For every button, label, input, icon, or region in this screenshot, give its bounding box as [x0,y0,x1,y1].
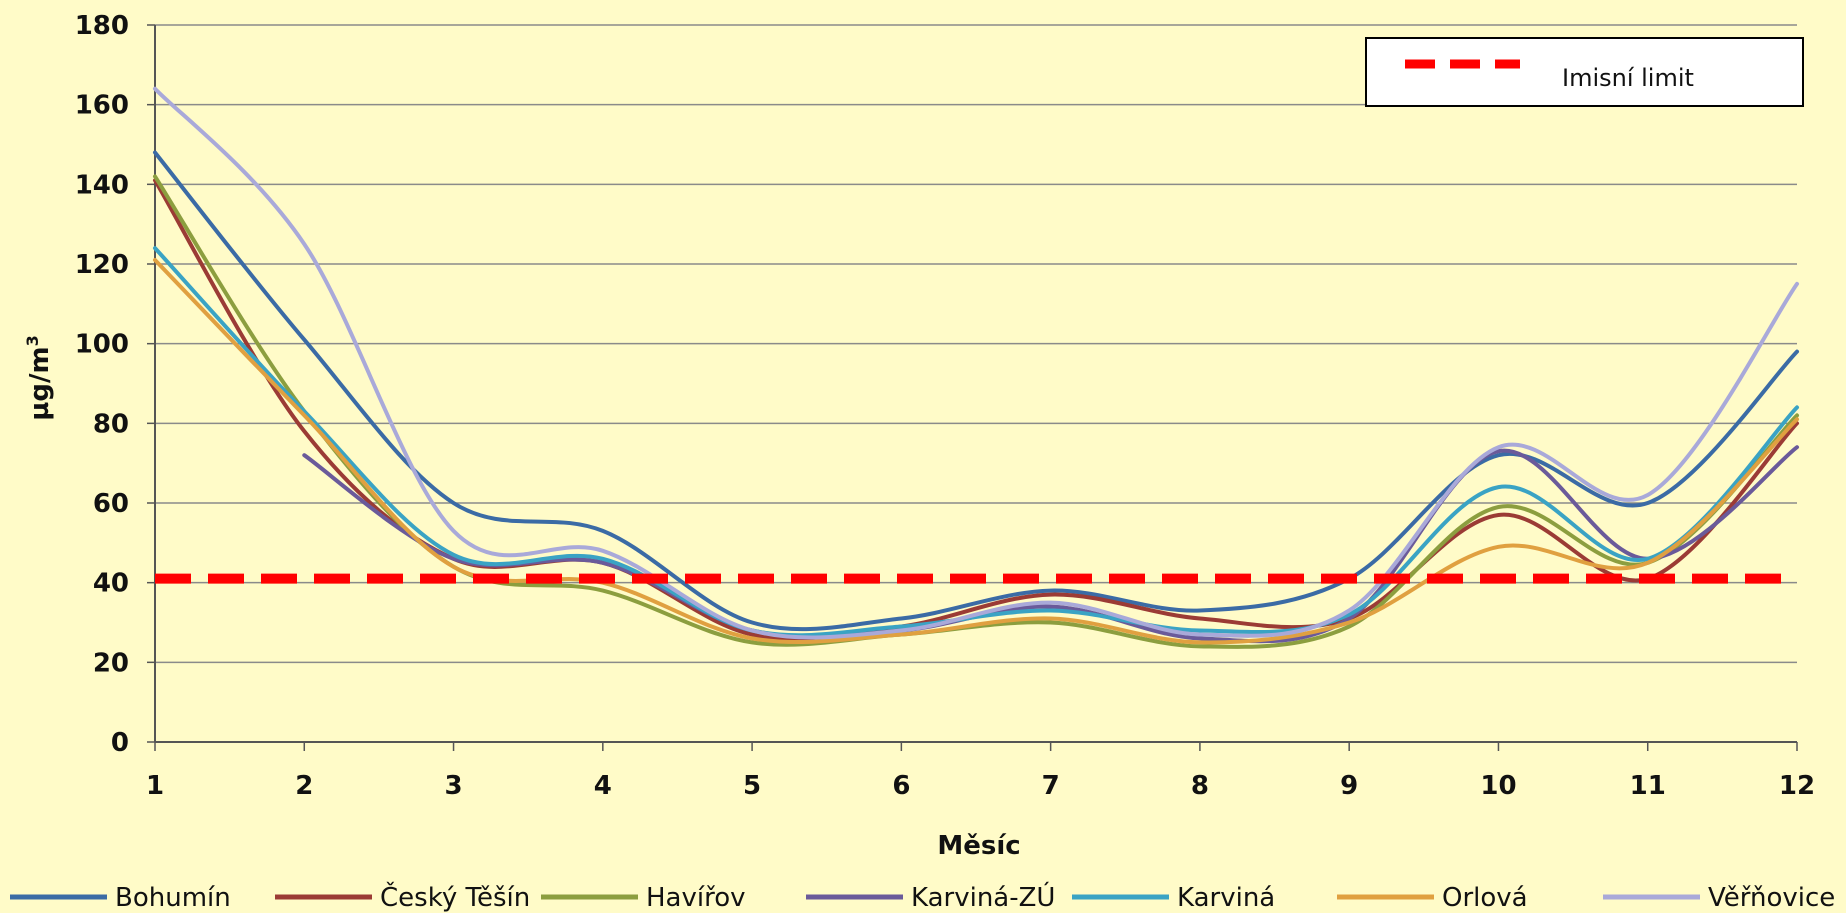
series-legend: Bohumín Český Těšín Havířov Karviná-ZÚ Karvi… [10,881,1835,913]
y-tick-label: 80 [93,409,129,439]
y-tick-label: 20 [93,648,129,678]
y-tick-label: 100 [75,330,129,360]
y-tick-label: 60 [93,489,129,519]
legend-label-orlova: Orlová [1442,883,1528,913]
y-axis-title-sup: 3 [23,335,42,346]
legend-label-vernovice: Věřňovice [1708,883,1835,913]
series-line-vernovice [153,86,1799,640]
series-line-orlova [153,258,1799,645]
series-lines [153,86,1799,649]
x-tick-label: 4 [594,771,612,801]
x-tick-label: 2 [295,771,313,801]
y-tick-label: 0 [111,728,129,758]
x-tick-label: 7 [1042,771,1060,801]
legend-label-cesky-tesin: Český Těšín [380,881,530,913]
legend-label-bohumin: Bohumín [115,883,231,913]
x-tick-label: 3 [444,771,462,801]
y-axis-title-base: µg/m [25,346,55,420]
limit-legend-frame [1365,37,1804,107]
limit-legend-label: Imisní limit [1562,64,1694,92]
legend-label-karvina-zu: Karviná-ZÚ [911,881,1055,913]
limit-legend-box: Imisní limit [1365,37,1804,107]
x-tick-label: 11 [1630,771,1666,801]
legend-label-havirov: Havířov [646,883,746,913]
y-tick-label: 40 [93,569,129,599]
y-axis-title: µg/m3 [23,335,55,420]
y-tick-label: 120 [75,250,129,280]
x-tick-label: 5 [743,771,761,801]
axes [147,24,1798,751]
x-tick-label: 10 [1480,771,1516,801]
x-tick-label: 9 [1340,771,1358,801]
series-line-karvina [153,246,1799,638]
x-tick-label: 8 [1191,771,1209,801]
x-axis-title: Měsíc [937,831,1020,861]
x-tick-label: 1 [146,771,164,801]
legend-label-karvina: Karviná [1177,883,1275,913]
x-tick-label: 12 [1779,771,1815,801]
x-tick-label: 6 [892,771,910,801]
y-tick-label: 180 [75,11,129,41]
y-tick-label: 140 [75,170,129,200]
y-tick-label: 160 [75,91,129,121]
series-line-karvina-zu [302,445,1799,644]
